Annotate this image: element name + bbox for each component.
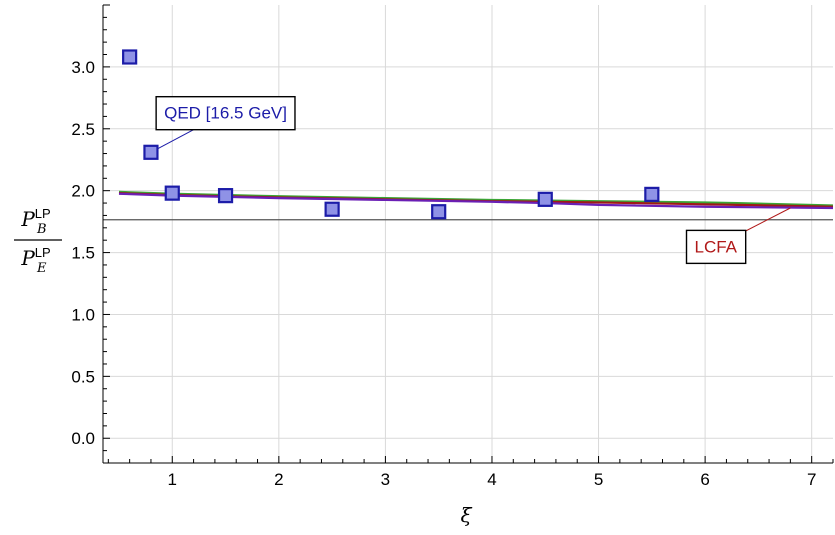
annotation-boxes: QED [16.5 GeV] LCFA	[155, 95, 747, 265]
curve-0	[118, 190, 834, 207]
x-tick-label-1: 2	[274, 470, 283, 489]
annotation-label-0: QED [16.5 GeV]	[164, 104, 287, 123]
data-point-1	[143, 144, 159, 160]
curve-2	[118, 192, 834, 210]
ylabel-den-base: P	[20, 246, 35, 270]
ylabel-den-sub: E	[36, 261, 47, 276]
y-tick-label-4: 2.0	[71, 182, 95, 201]
annotation-box-0	[155, 95, 296, 131]
axes	[102, 4, 834, 464]
curves	[118, 190, 834, 210]
ylabel-num-base: P	[20, 207, 35, 231]
x-tick-label-3: 4	[487, 470, 496, 489]
data-point-4	[324, 201, 340, 217]
y-axis-label: PLP B PLP E	[14, 206, 62, 276]
tick-labels: 1 2 3 4 5 6 7 0.0 0.5 1.0 1.5 2.0 2.5 3.0	[71, 58, 816, 489]
ylabel-num-sub: B	[36, 222, 47, 237]
data-point-6	[537, 191, 553, 207]
data-point-0	[122, 49, 138, 65]
y-tick-label-2: 1.0	[71, 305, 95, 324]
ylabel-num-sup: LP	[35, 206, 51, 221]
x-tick-label-6: 7	[807, 470, 816, 489]
x-tick-label-4: 5	[594, 470, 603, 489]
data-point-3	[217, 188, 234, 204]
data-points	[122, 49, 660, 220]
y-tick-label-5: 2.5	[71, 120, 95, 139]
data-point-7	[644, 186, 660, 202]
annotation-box-1	[685, 229, 747, 265]
svg-text:PLP: PLP	[20, 206, 50, 231]
x-tick-label-0: 1	[168, 470, 177, 489]
annotation-leaders	[150, 112, 791, 247]
y-tick-label-6: 3.0	[71, 58, 95, 77]
data-point-2	[164, 185, 180, 201]
data-point-5	[431, 204, 447, 220]
ylabel-den-sup: LP	[35, 245, 51, 260]
svg-text:PLP: PLP	[20, 245, 50, 270]
x-axis-label: ξ	[460, 503, 472, 527]
y-tick-label-1: 0.5	[71, 367, 95, 386]
x-tick-label-5: 6	[700, 470, 709, 489]
x-tick-label-2: 3	[381, 470, 390, 489]
y-tick-label-3: 1.5	[71, 244, 95, 263]
y-tick-label-0: 0.0	[71, 429, 95, 448]
annotation-label-1: LCFA	[695, 237, 738, 256]
